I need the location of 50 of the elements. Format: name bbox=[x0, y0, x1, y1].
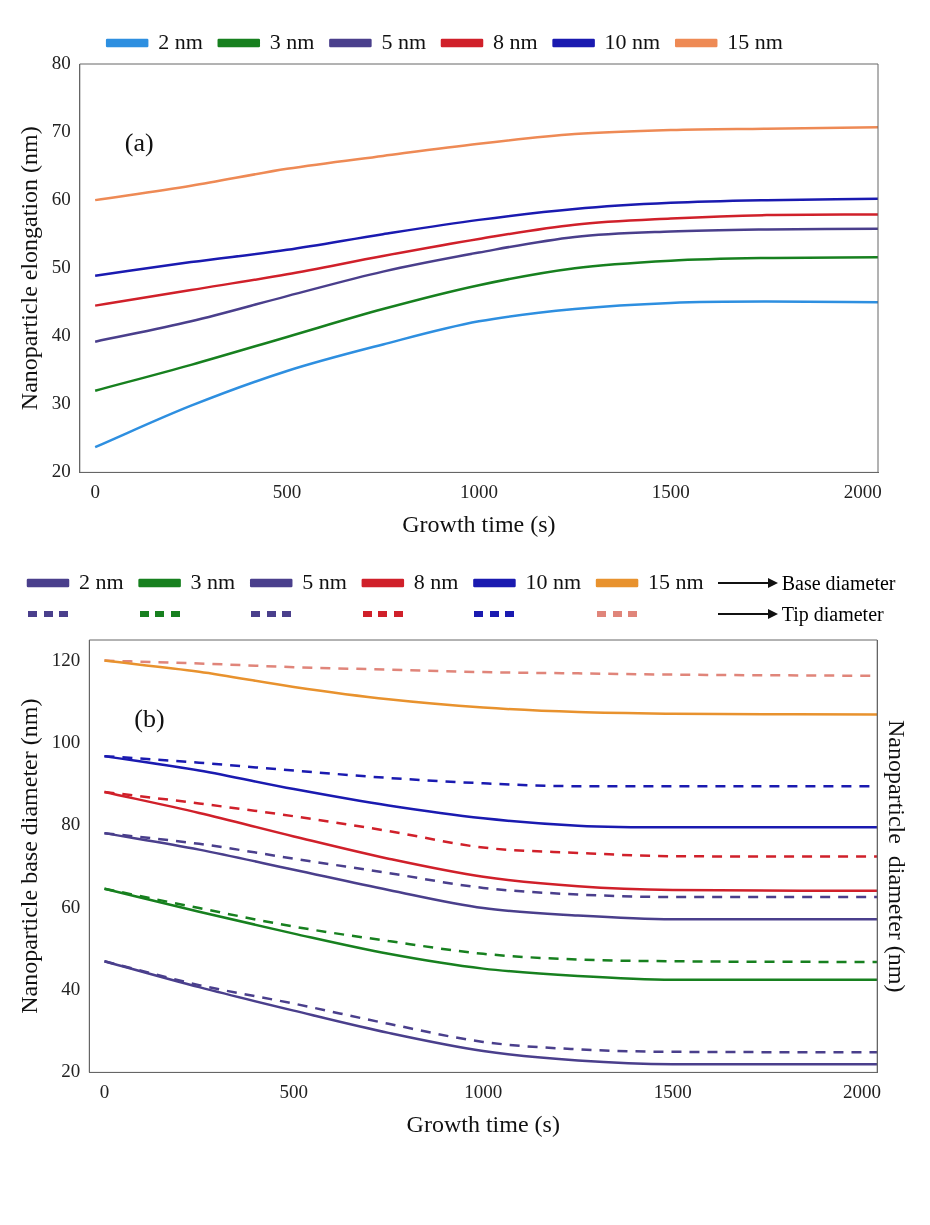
y-tick-label: 50 bbox=[51, 256, 71, 278]
y-tick-label: 60 bbox=[51, 188, 71, 210]
y-tick-label: 30 bbox=[51, 392, 71, 414]
legend-label: 3 nm bbox=[269, 28, 315, 54]
line-series bbox=[93, 197, 878, 277]
x-tick-label: 1000 bbox=[459, 480, 498, 502]
text: Tip diameter bbox=[781, 602, 884, 626]
x-tick-label: 1500 bbox=[651, 480, 690, 502]
y2-axis-title: Nanoparticle diameter (nm) bbox=[884, 719, 911, 993]
legend-label: 10 nm bbox=[525, 568, 582, 594]
x-tick-label: 500 bbox=[279, 1080, 309, 1102]
x-tick-label: 2000 bbox=[843, 480, 882, 502]
legend-label: 5 nm bbox=[302, 568, 347, 594]
y-tick-label: 120 bbox=[51, 648, 81, 670]
x-tick-label: 500 bbox=[272, 480, 302, 502]
y-tick-label: 60 bbox=[61, 895, 81, 917]
y-tick-label: 40 bbox=[51, 324, 71, 346]
line-series bbox=[93, 300, 878, 449]
x-tick-label: 1000 bbox=[464, 1080, 503, 1102]
legend-label: 5 nm bbox=[381, 28, 427, 54]
line-series bbox=[93, 256, 878, 392]
x-tick-label: 1500 bbox=[653, 1080, 692, 1102]
annotation: (a) bbox=[124, 127, 154, 157]
x-tick-label: 0 bbox=[99, 1080, 110, 1102]
legend-label: 15 nm bbox=[727, 28, 783, 54]
text: Base diameter bbox=[781, 571, 896, 595]
x-tick-label: 2000 bbox=[843, 1080, 882, 1102]
legend-label: 8 nm bbox=[413, 568, 459, 594]
line-series bbox=[93, 227, 878, 343]
y-axis-title: Nanoparticle base diameter (nm) bbox=[15, 698, 42, 1014]
x-axis-title: Growth time (s) bbox=[402, 510, 556, 537]
y-tick-label: 20 bbox=[51, 460, 71, 482]
line-series bbox=[93, 126, 878, 202]
legend-label: 15 nm bbox=[648, 568, 704, 594]
legend-label: 8 nm bbox=[493, 28, 538, 54]
x-tick-label: 0 bbox=[90, 480, 100, 502]
legend-label: 2 nm bbox=[79, 568, 124, 594]
legend-label: 10 nm bbox=[604, 28, 661, 54]
y-tick-label: 40 bbox=[61, 978, 81, 1000]
y-tick-label: 100 bbox=[51, 730, 81, 752]
legend-label: 2 nm bbox=[158, 28, 203, 54]
y-tick-label: 80 bbox=[61, 813, 81, 835]
line-series bbox=[93, 213, 878, 307]
legend-label: 3 nm bbox=[190, 568, 236, 594]
y-tick-label: 70 bbox=[51, 120, 71, 142]
x-axis-title: Growth time (s) bbox=[406, 1110, 560, 1137]
annotation: (b) bbox=[134, 703, 165, 733]
y-axis-title: Nanoparticle elongation (nm) bbox=[15, 126, 42, 411]
y-tick-label: 20 bbox=[61, 1060, 81, 1082]
y-tick-label: 80 bbox=[51, 51, 71, 73]
